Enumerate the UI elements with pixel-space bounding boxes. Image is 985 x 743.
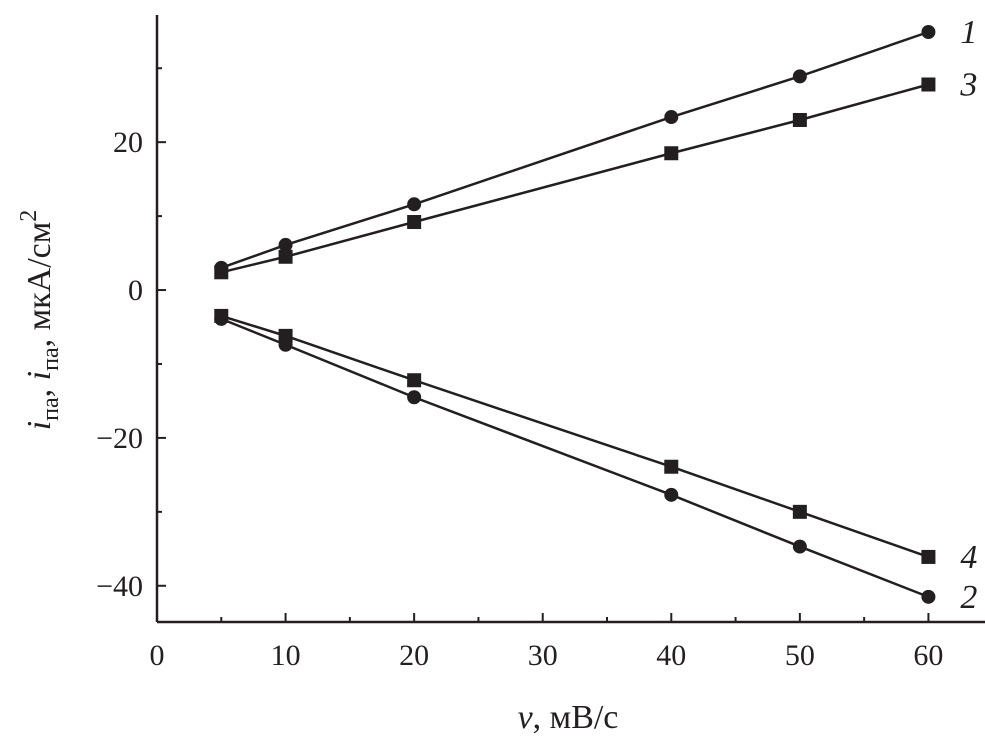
data-point (664, 459, 679, 474)
x-tick-label: 0 (150, 639, 165, 672)
series-label: 1 (960, 14, 977, 51)
data-point (664, 146, 679, 161)
data-point (664, 487, 679, 502)
data-point (278, 249, 293, 264)
series-1: 1 (214, 14, 977, 275)
y-axis-label: iпа, iпа, мкА/см2 (16, 210, 64, 431)
data-point (407, 373, 422, 388)
data-point (407, 215, 422, 230)
data-point (664, 110, 679, 125)
data-point (792, 539, 807, 554)
data-point (278, 328, 293, 343)
series-label: 2 (960, 579, 977, 616)
x-axis-label: v, мВ/с (518, 699, 619, 736)
series-line (220, 317, 929, 599)
y-tick-label: −40 (96, 570, 143, 603)
data-point (921, 549, 936, 564)
x-tick-label: 20 (399, 639, 429, 672)
series-label: 4 (960, 539, 977, 576)
series-line (220, 83, 929, 274)
y-tick-label: 0 (128, 274, 143, 307)
series-4: 4 (214, 308, 977, 576)
data-point (792, 504, 807, 519)
data-point (407, 390, 422, 405)
x-tick-label: 60 (913, 639, 943, 672)
x-tick-label: 30 (528, 639, 558, 672)
data-point (921, 589, 936, 604)
data-point (921, 25, 936, 40)
data-point (214, 265, 229, 280)
data-point (792, 112, 807, 127)
data-point (278, 237, 293, 252)
data-point (921, 77, 936, 92)
data-point (792, 69, 807, 84)
x-axis-unit: , мВ/с (533, 699, 619, 736)
data-point (407, 197, 422, 212)
y-tick-label: −20 (96, 422, 143, 455)
x-tick-label: 40 (656, 639, 686, 672)
series-group: 1 2 3 4 (214, 14, 977, 616)
series-line (220, 30, 929, 270)
x-tick-label: 10 (271, 639, 301, 672)
axes: 0 10 20 30 40 50 60 20 0 −20 −40 (96, 15, 985, 672)
x-axis-var: v (518, 699, 534, 736)
series-label: 3 (959, 66, 977, 103)
y-tick-label: 20 (113, 126, 143, 159)
series-line (220, 314, 929, 559)
series-3: 3 (214, 66, 977, 280)
series-2: 2 (214, 311, 977, 616)
x-tick-label: 50 (785, 639, 815, 672)
data-point (214, 308, 229, 323)
